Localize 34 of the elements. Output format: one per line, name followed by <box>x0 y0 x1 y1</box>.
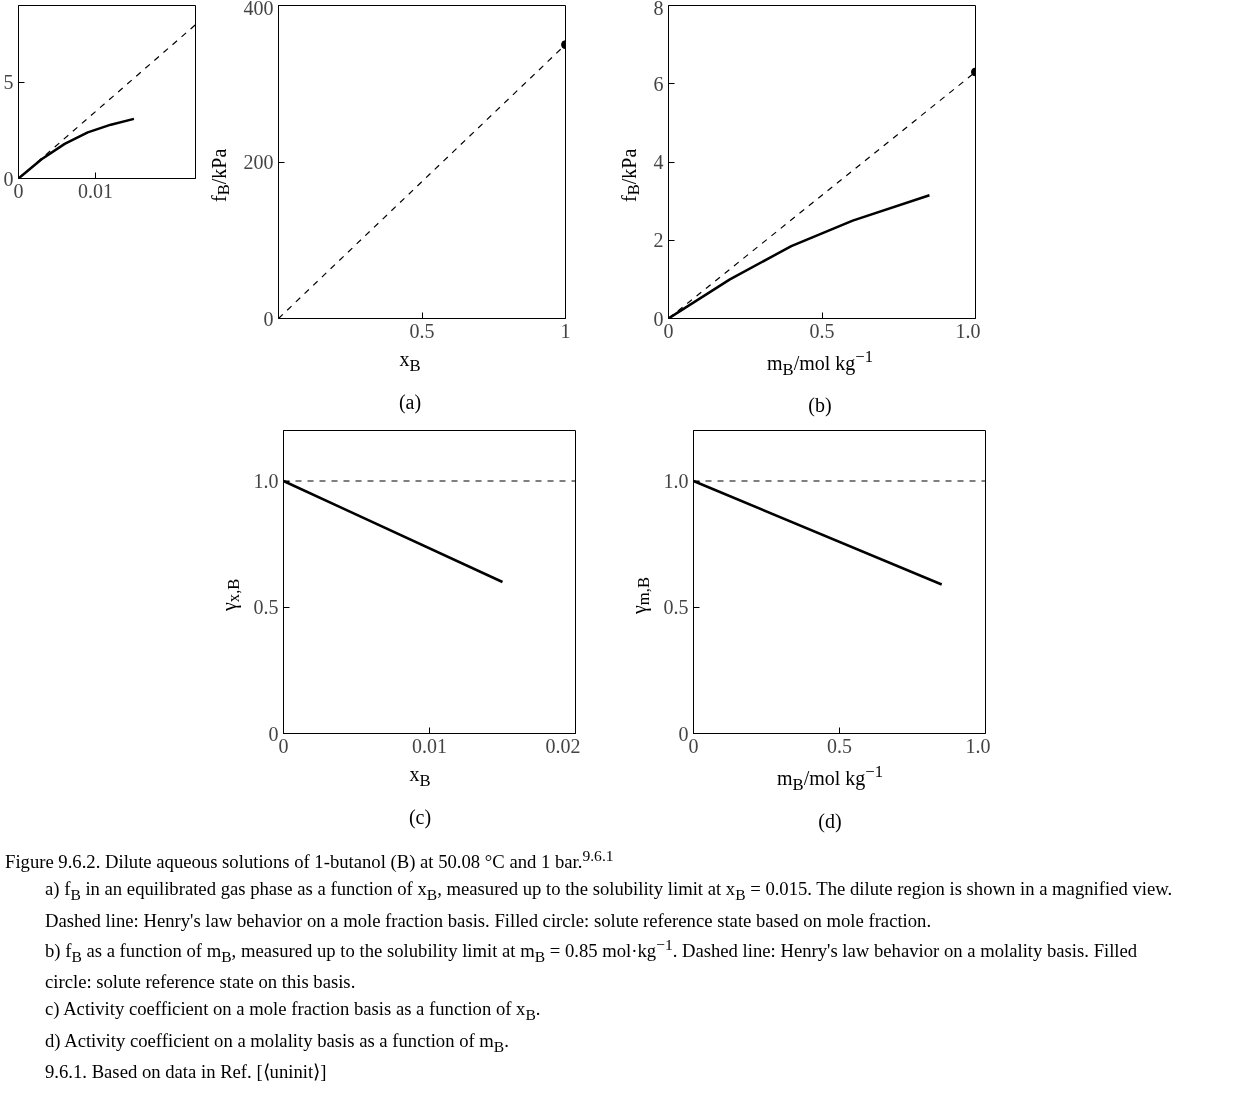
text: (c) <box>408 804 432 831</box>
y-tick-label: 8 <box>653 0 664 19</box>
y-tick-label: 2 <box>653 229 664 252</box>
x-axis-title: m$_{B}$/mol kg$^{−1}$ <box>766 346 874 381</box>
x-tick-label: 0.5 <box>827 734 852 757</box>
y-tick-label: 0.5 <box>253 596 279 619</box>
y-tick-label: 1.0 <box>663 470 689 493</box>
x-tick-label: 0.5 <box>809 319 835 342</box>
text: 9.6.1. Based on data in Ref. [⟨uninit⟩] <box>45 1059 328 1084</box>
text: c) Activity coefficient on a mole fraction basis as a function of x$_{B}$. <box>45 997 542 1025</box>
y-tick-label: 1.0 <box>253 470 279 493</box>
text: Figure 9.6.2. Dilute aqueous solutions of 1-butanol (B) at 50.08 °C and 1 bar.$^{9.6.1}$ <box>5 846 615 875</box>
y-tick-label: 6 <box>653 72 664 95</box>
y-tick-label: 0.5 <box>663 596 689 619</box>
x-tick-label: 1.0 <box>955 319 981 342</box>
x-tick-label: 0.01 <box>412 734 447 757</box>
text: (d) <box>818 808 842 834</box>
x-tick-label: 0.02 <box>545 734 581 757</box>
x-tick-label: 1.0 <box>965 734 991 757</box>
y-tick-label: 200 <box>243 151 274 173</box>
y-tick-label: 400 <box>243 0 274 19</box>
y-tick-label: 5 <box>3 71 14 94</box>
x-axis-title: x$_{B}$ <box>399 347 421 377</box>
x-axis-title: m$_{B}$/mol kg$^{−1}$ <box>776 761 884 796</box>
text: (a) <box>398 389 422 416</box>
text: a) f$_{B}$ in an equilibrated gas phase as a function of x$_{B}$, measured up to the solubility limit at x$_{B}$ = 0.015. The dilute region is shown in a magnified view. Dashed line: Henry's law behavior on a mole fraction basis. Filled circle: solute reference state based on mole fraction. <box>45 877 1174 933</box>
text: b) f$_{B}$ as a function of m$_{B}$, measured up to the solubility limit at m$_{B}$ = 0.85 mol·kg$^{−1}$. Dashed line: Henry's law behavior on a molality basis. Filled circle: solute reference state on this basis. <box>45 935 1138 993</box>
text: (b) <box>808 393 832 419</box>
x-axis-title: x$_{B}$ <box>409 762 431 793</box>
x-tick-label: 0.01 <box>77 179 113 202</box>
x-tick-label: 1 <box>560 319 571 342</box>
y-tick-label: 4 <box>653 151 664 173</box>
x-tick-label: 0.5 <box>409 319 435 342</box>
text: d) Activity coefficient on a molality basis as a function of m$_{B}$. <box>45 1028 510 1057</box>
